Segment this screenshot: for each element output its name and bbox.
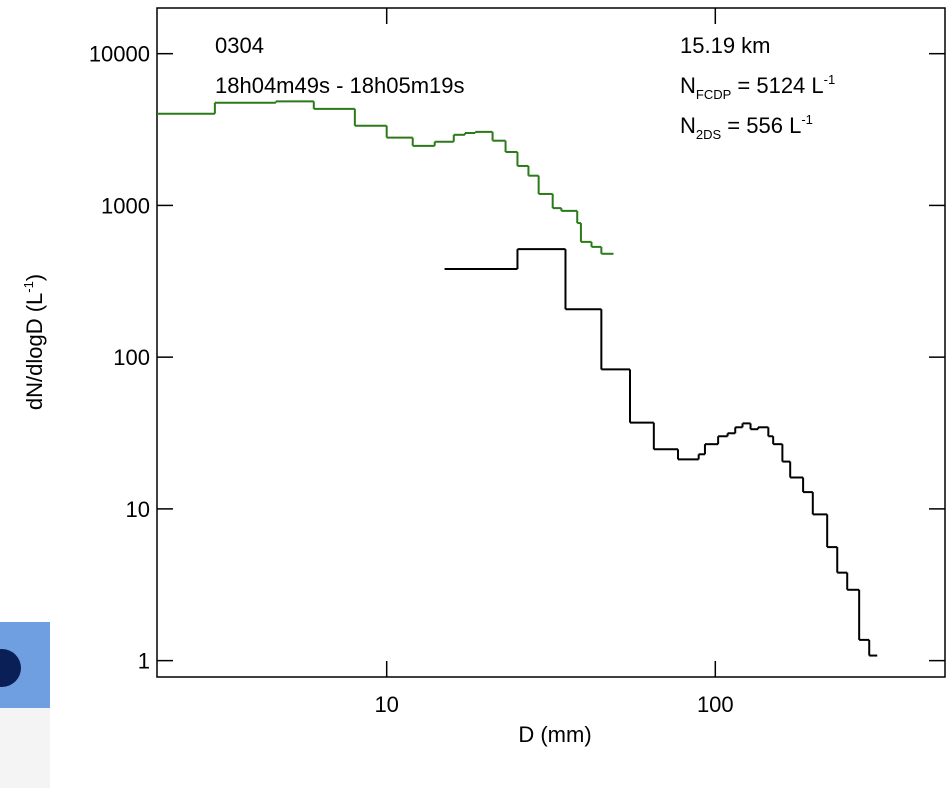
annotation-subscript: FCDP [696,87,731,102]
inset-label-area [0,708,50,788]
y-label-end: ) [22,274,47,281]
annotation: 0304 [215,33,264,58]
annotation-text: = 5124 L [731,73,823,98]
plot-frame [156,7,946,678]
y-label-sup: -1 [21,281,36,293]
y-tick-label: 1 [138,649,150,674]
y-tick-label: 10000 [89,42,150,67]
annotation-superscript: -1 [801,112,813,127]
inset-particle [0,649,21,687]
annotation: 15.19 km [680,33,771,58]
annotation-subscript: 2DS [696,127,722,142]
annotation-text: = 556 L [721,113,801,138]
annotation: NFCDP = 5124 L-1 [680,72,835,102]
x-tick-label: 100 [697,692,734,717]
x-axis-label: D (mm) [518,722,591,747]
annotation-symbol: N [680,113,696,138]
annotation-text: 15.19 km [680,33,771,58]
annotation-text: 0304 [215,33,264,58]
y-label-text: dN/dlogD (L [22,293,47,410]
annotation-text: 18h04m49s - 18h05m19s [215,73,465,98]
annotation-symbol: N [680,73,696,98]
y-tick-label: 1000 [101,193,150,218]
inset-image [0,622,50,788]
y-axis-label: dN/dlogD (L-1) [21,274,47,410]
annotation-superscript: -1 [824,72,836,87]
y-tick-label: 10 [126,497,150,522]
annotation: N2DS = 556 L-1 [680,112,813,142]
annotation: 18h04m49s - 18h05m19s [215,73,465,98]
x-tick-label: 10 [374,692,398,717]
y-tick-label: 100 [113,345,150,370]
